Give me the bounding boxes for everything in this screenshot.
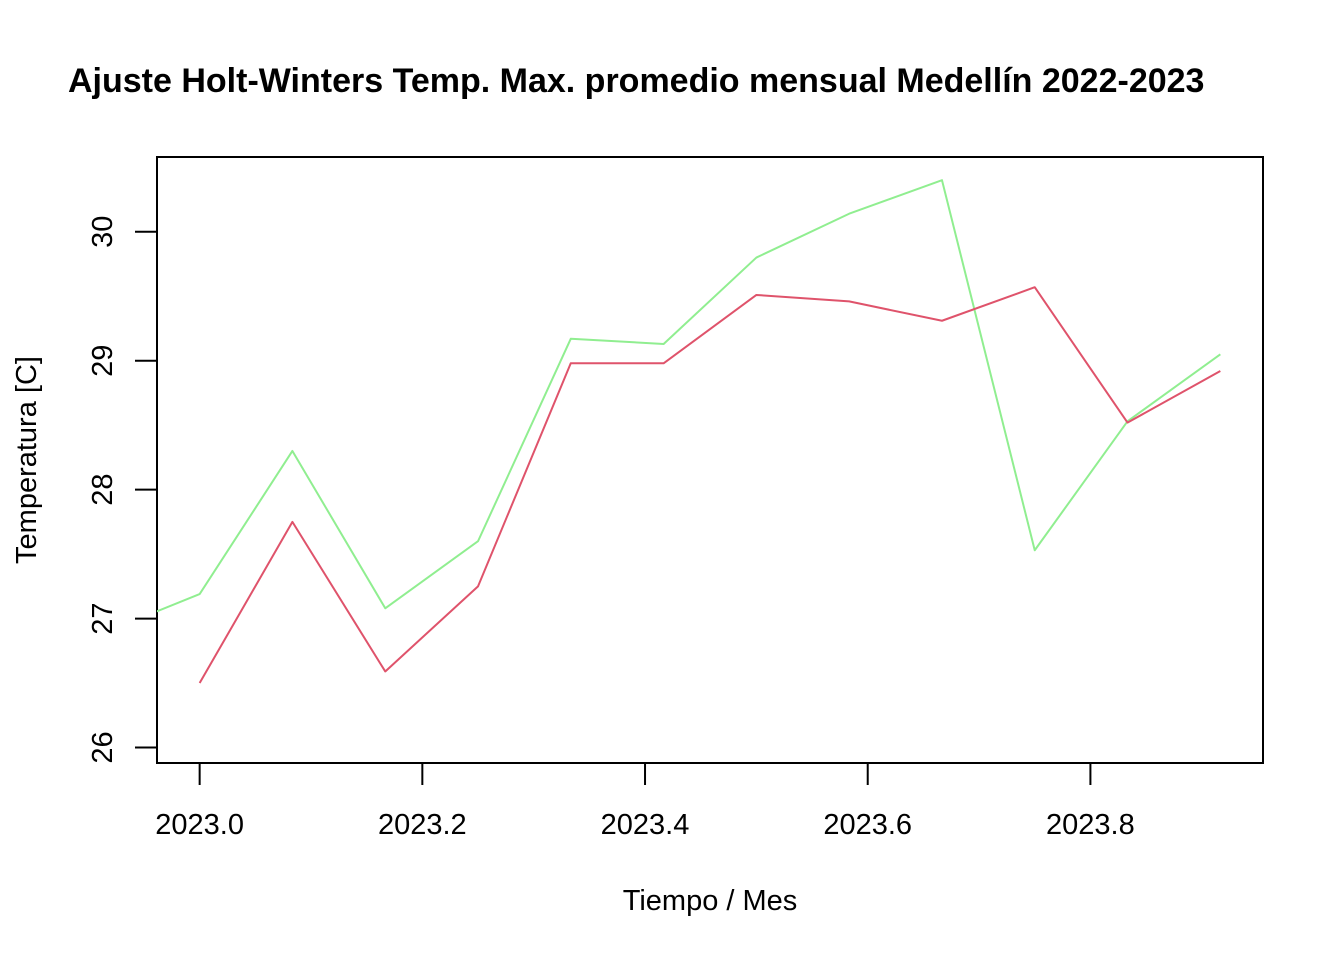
- x-tick-label: 2023.0: [155, 809, 244, 841]
- x-tick-label: 2023.6: [823, 809, 912, 841]
- y-tick-label: 26: [87, 731, 119, 763]
- y-tick-label: 28: [87, 474, 119, 506]
- series-line-2: [198, 286, 1221, 684]
- x-tick-label: 2023.8: [1046, 809, 1135, 841]
- x-tick-label: 2023.2: [378, 809, 467, 841]
- y-axis: 26 27 28 29 30: [87, 216, 157, 764]
- chart-title: Ajuste Holt-Winters Temp. Max. promedio …: [68, 62, 1204, 100]
- y-tick-label: 27: [87, 602, 119, 634]
- y-axis-label: Temperatura [C]: [11, 356, 43, 564]
- x-axis: 2023.0 2023.2 2023.4 2023.6 2023.8: [155, 763, 1135, 841]
- series-layer: [157, 179, 1221, 684]
- y-tick-label: 30: [87, 216, 119, 248]
- plot-frame: [156, 156, 1264, 764]
- x-axis-label: Tiempo / Mes: [623, 885, 798, 917]
- x-tick-label: 2023.4: [601, 809, 690, 841]
- y-tick-label: 29: [87, 345, 119, 377]
- series-line-1: [157, 179, 1221, 613]
